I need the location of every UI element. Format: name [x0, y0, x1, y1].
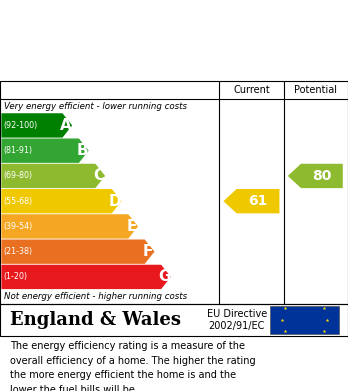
Text: (1-20): (1-20)	[3, 273, 27, 282]
Text: (81-91): (81-91)	[3, 146, 33, 155]
Text: Current: Current	[233, 85, 270, 95]
Text: Not energy efficient - higher running costs: Not energy efficient - higher running co…	[4, 292, 187, 301]
Text: The energy efficiency rating is a measure of the
overall efficiency of a home. T: The energy efficiency rating is a measur…	[10, 341, 256, 391]
Polygon shape	[1, 138, 89, 163]
Text: Energy Efficiency Rating: Energy Efficiency Rating	[14, 56, 243, 74]
Polygon shape	[1, 214, 138, 239]
Polygon shape	[1, 265, 171, 289]
Polygon shape	[1, 240, 155, 264]
Text: G: G	[158, 269, 171, 284]
Text: C: C	[93, 169, 104, 183]
Text: (92-100): (92-100)	[3, 121, 38, 130]
Text: EU Directive
2002/91/EC: EU Directive 2002/91/EC	[206, 308, 267, 331]
Bar	[270, 306, 339, 334]
Text: D: D	[109, 194, 121, 209]
Text: F: F	[143, 244, 153, 259]
Text: B: B	[77, 143, 88, 158]
Text: England & Wales: England & Wales	[10, 311, 181, 329]
Text: A: A	[60, 118, 72, 133]
Polygon shape	[1, 189, 121, 213]
Polygon shape	[1, 113, 72, 138]
Polygon shape	[223, 189, 279, 213]
Text: E: E	[127, 219, 137, 234]
Text: 80: 80	[312, 169, 332, 183]
Text: 61: 61	[248, 194, 268, 208]
Text: (69-80): (69-80)	[3, 171, 33, 180]
Text: (39-54): (39-54)	[3, 222, 33, 231]
Text: (55-68): (55-68)	[3, 197, 33, 206]
Text: Potential: Potential	[294, 85, 337, 95]
Polygon shape	[1, 164, 105, 188]
Text: (21-38): (21-38)	[3, 247, 33, 256]
Polygon shape	[288, 164, 343, 188]
Text: Very energy efficient - lower running costs: Very energy efficient - lower running co…	[4, 102, 187, 111]
